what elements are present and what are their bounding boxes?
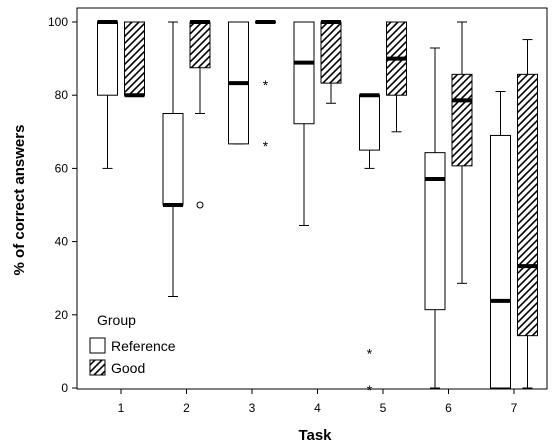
legend: Group Reference Good [89,312,176,376]
y-axis-title: % of correct answers [11,125,28,276]
legend-swatch-reference [89,337,106,354]
x-tick-label: 6 [445,401,452,415]
extreme-point: * [367,382,373,398]
box-good-task-6 [451,73,473,167]
legend-title: Group [97,312,136,328]
x-tick-label: 4 [314,401,321,415]
y-axis: 0 20 40 60 80 100 [48,15,77,395]
extreme-point: * [367,345,373,361]
legend-swatch-good [89,359,106,376]
extreme-point: * [263,77,269,93]
box-reference-task-6 [424,152,446,311]
y-tick-label: 0 [61,381,68,395]
x-tick-label: 5 [380,401,387,415]
legend-label-reference: Reference [111,338,176,354]
box-reference-task-2 [162,113,184,206]
box-good-task-1 [124,21,145,96]
box-reference-task-1 [97,21,118,96]
x-tick-label: 2 [183,401,190,415]
x-axis-title: Task [298,427,332,444]
box-good-task-7 [517,73,538,337]
box-reference-task-5 [359,94,380,151]
x-tick-label: 7 [511,401,518,415]
y-tick-label: 60 [55,161,69,175]
box-series-group: **** [97,20,538,398]
x-tick-label: 1 [118,401,125,415]
plot-area-frame [76,7,548,390]
box-reference-task-7 [490,134,511,389]
box-good-task-4 [320,21,342,84]
y-tick-label: 20 [55,308,69,322]
outlier-point [196,201,204,209]
y-tick-label: 80 [55,88,69,102]
y-tick-label: 40 [55,235,69,249]
box-reference-task-4 [293,21,315,125]
y-tick-label: 100 [48,15,68,29]
x-axis: 1 2 3 4 5 6 7 [118,389,518,415]
legend-label-good: Good [111,360,145,376]
extreme-point: * [263,138,269,154]
series-good: ** [124,20,538,389]
box-good-task-2 [189,21,211,69]
x-tick-label: 3 [249,401,256,415]
series-reference: ** [97,20,511,398]
